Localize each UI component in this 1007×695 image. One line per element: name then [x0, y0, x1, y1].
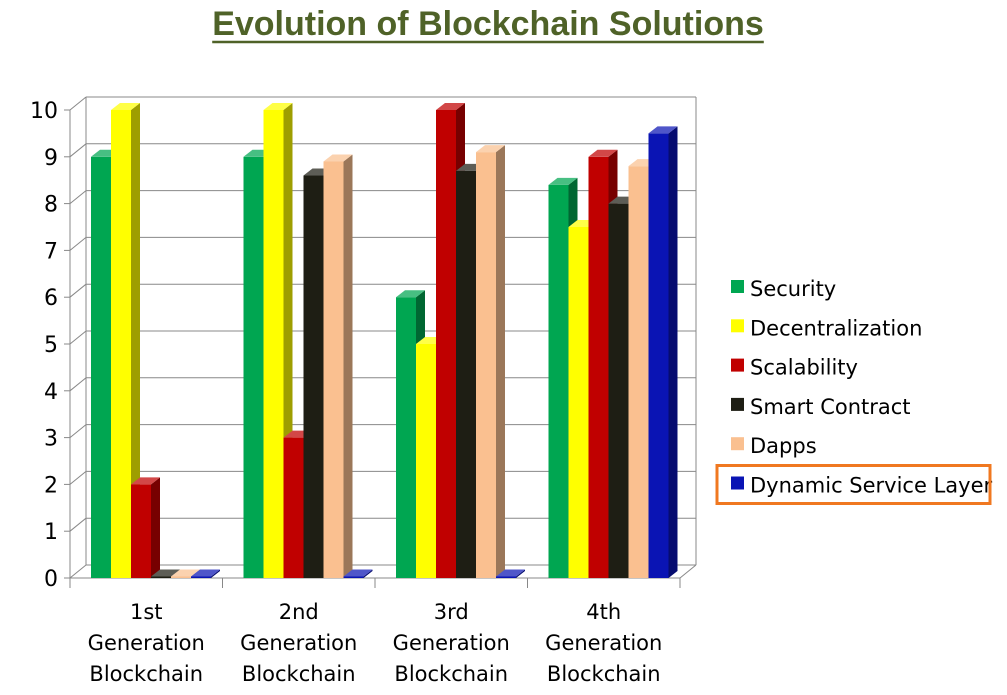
bar-top	[496, 569, 525, 577]
legend-swatch	[731, 397, 744, 411]
bar-top	[111, 103, 140, 110]
gridline-depth	[69, 96, 87, 111]
bar-decentralization	[568, 227, 589, 578]
legend-swatch	[731, 280, 744, 293]
y-tick-label: 9	[44, 146, 58, 171]
bar-top	[476, 145, 505, 153]
plot-area: 0 1 2 3 4 5 6 7 8 9 10 1st Generation Blockchain 2nd Ge…	[30, 96, 697, 686]
bar-security	[243, 156, 264, 579]
x-tick-label: 2nd Generation Blockchain	[240, 600, 357, 686]
legend-label: Security	[750, 277, 836, 301]
y-tick-label: 3	[44, 427, 58, 452]
bar-scalability	[588, 156, 609, 579]
bar-top	[648, 126, 678, 134]
bar-security	[396, 297, 416, 578]
y-tick-label: 4	[44, 380, 58, 405]
bar-side	[151, 477, 160, 578]
bar-dynamic-service-layer	[496, 576, 516, 578]
bar-decentralization	[111, 110, 131, 578]
legend-label: Dapps	[750, 434, 817, 458]
gridline-depth	[69, 471, 87, 485]
bar-dynamic-service-layer	[191, 576, 211, 578]
y-tick-label: 1	[44, 520, 58, 545]
y-tick-label: 8	[44, 193, 58, 218]
bar-dapps	[476, 152, 496, 578]
bar-dapps	[323, 161, 344, 579]
legend-swatch	[731, 319, 744, 333]
x-tick-label: 4th Generation Blockchain	[545, 600, 662, 686]
gridline-depth	[69, 564, 87, 579]
legend-swatch	[731, 358, 744, 372]
legend-label: Dynamic Service Layer	[750, 474, 992, 498]
legend-label: Decentralization	[750, 316, 922, 340]
bar-top	[151, 569, 180, 577]
legend-swatch	[731, 437, 744, 451]
bar-smart-contract	[151, 576, 171, 578]
legend: Security Decentralization Scalability Smart…	[715, 277, 992, 505]
y-tick-label: 2	[44, 473, 58, 498]
gridline-depth	[69, 190, 87, 204]
bar-security	[548, 184, 569, 578]
y-tick-label: 7	[44, 239, 58, 264]
bar-dynamic-service-layer	[648, 133, 669, 578]
legend-label: Scalability	[750, 356, 858, 380]
bar-decentralization	[416, 344, 436, 578]
bar-scalability	[436, 110, 456, 578]
gridline-depth	[69, 517, 87, 532]
bar-scalability	[283, 437, 304, 578]
bar-smart-contract	[303, 175, 324, 578]
bar-smart-contract	[608, 203, 629, 578]
bar-side	[211, 569, 220, 578]
bar-security	[91, 156, 111, 579]
legend-label: Smart Contract	[750, 395, 911, 419]
bar-side	[516, 569, 525, 578]
y-tick-label: 6	[44, 286, 58, 311]
bar-smart-contract	[456, 170, 476, 578]
gridline-depth	[69, 143, 87, 158]
bar-top	[131, 477, 160, 485]
floor-edge	[679, 564, 697, 579]
y-tick-label: 5	[44, 333, 58, 358]
bar-decentralization	[263, 110, 284, 578]
gridline-depth	[69, 283, 87, 298]
bar-dapps	[628, 166, 649, 578]
x-tick-label: 3rd Generation Blockchain	[393, 600, 510, 686]
gridline-depth	[69, 237, 87, 251]
bar-top	[396, 290, 425, 298]
bar-side	[131, 103, 140, 578]
bar-top	[191, 569, 220, 577]
bar-top	[588, 149, 618, 157]
y-tick-label: 10	[30, 99, 58, 124]
bar-side	[343, 154, 353, 579]
bar-scalability	[131, 484, 151, 578]
gridline-depth	[69, 377, 87, 392]
bar-top	[436, 103, 465, 110]
y-tick-label: 0	[44, 567, 58, 592]
bar-dapps	[171, 576, 191, 578]
legend-swatch	[731, 476, 744, 490]
chart-title: Evolution of Blockchain Solutions	[212, 5, 764, 43]
bar-top	[171, 569, 200, 577]
bar-side	[496, 145, 505, 578]
legend-highlight-box	[715, 464, 992, 505]
bar-dynamic-service-layer	[343, 576, 364, 578]
bar-top	[548, 177, 578, 185]
gridline-depth	[69, 330, 87, 345]
bar-top	[323, 154, 353, 162]
bar-side	[363, 569, 373, 578]
bar-side	[668, 126, 678, 579]
bar-top	[343, 569, 373, 577]
gridline-depth	[69, 424, 87, 438]
bar-top	[263, 103, 293, 110]
x-tick-label: 1st Generation Blockchain	[88, 600, 205, 686]
